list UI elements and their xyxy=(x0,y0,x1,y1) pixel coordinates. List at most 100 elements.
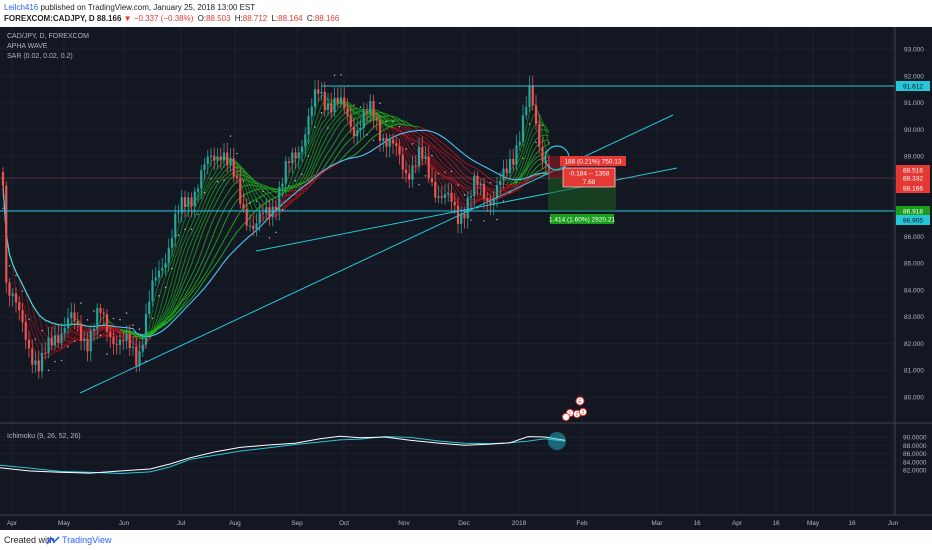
ribbon-segment xyxy=(525,159,530,168)
ribbon-segment xyxy=(441,155,446,160)
ribbon-segment xyxy=(298,182,303,185)
candle-body xyxy=(385,137,388,147)
ribbon-segment xyxy=(223,193,228,200)
ribbon-segment xyxy=(301,191,306,195)
ribbon-segment xyxy=(311,131,316,142)
ribbon-segment xyxy=(178,246,183,258)
ribbon-segment xyxy=(174,302,179,309)
time-tick-label: Oct xyxy=(339,520,349,527)
ribbon-segment xyxy=(74,332,78,335)
legend-symbol[interactable]: CAD/JPY, D, FOREXCOM xyxy=(7,33,89,40)
ribbon-segment xyxy=(327,167,332,170)
tradingview-brand-link[interactable]: TradingView xyxy=(62,535,112,545)
candle-body xyxy=(200,170,203,189)
author-link[interactable]: Leilch416 xyxy=(4,3,39,12)
ribbon-segment xyxy=(408,152,413,157)
last-price: 88.166 xyxy=(96,14,122,23)
ribbon-segment xyxy=(304,143,309,152)
legend-indicator-sar[interactable]: SAR (0.02, 0.02, 0.2) xyxy=(7,53,73,60)
ribbon-segment xyxy=(64,333,69,338)
candle-body xyxy=(265,207,268,213)
candle-body xyxy=(21,310,24,323)
ribbon-segment xyxy=(191,217,196,226)
ribbon-segment xyxy=(467,169,472,174)
ribbon-segment xyxy=(282,207,287,212)
ribbon-segment xyxy=(324,168,329,172)
ribbon-segment xyxy=(425,133,430,137)
ribbon-segment xyxy=(395,136,400,142)
ribbon-segment xyxy=(152,293,157,311)
ribbon-segment xyxy=(330,159,335,165)
ribbon-segment xyxy=(113,331,118,340)
close-label: C: xyxy=(306,14,315,23)
candle-body xyxy=(219,156,222,161)
candle-body xyxy=(352,126,356,137)
ribbon-segment xyxy=(438,172,443,176)
candle-body xyxy=(521,115,525,142)
ribbon-segment xyxy=(457,183,462,187)
ribbon-segment xyxy=(197,226,202,236)
ribbon-segment xyxy=(330,150,335,157)
chart-canvas[interactable]: 93.00092.00091.00090.00089.00088.00087.0… xyxy=(0,27,932,530)
ribbon-segment xyxy=(233,216,238,224)
ribbon-segment xyxy=(165,307,170,316)
event-badge-e xyxy=(575,396,585,406)
ribbon-segment xyxy=(311,111,316,127)
ribbon-segment xyxy=(542,134,547,150)
ratio-label-box xyxy=(562,167,616,188)
sar-dot xyxy=(450,170,453,173)
ribbon-segment xyxy=(480,171,485,175)
sar-dot xyxy=(93,310,95,312)
ribbon-segment xyxy=(288,201,293,206)
ribbon-segment xyxy=(174,248,179,258)
time-tick-label: Apr xyxy=(732,520,743,527)
sar-dot xyxy=(457,184,459,186)
ribbon-segment xyxy=(191,294,196,299)
ribbon-segment xyxy=(103,334,108,337)
ribbon-segment xyxy=(334,163,338,166)
ribbon-segment xyxy=(239,224,244,229)
candle-body xyxy=(245,208,248,226)
price-tick-label: 85.000 xyxy=(904,261,924,268)
candlesticks xyxy=(1,75,551,379)
time-tick-label: Nov xyxy=(398,520,410,527)
legend-indicator-wave[interactable]: APHA WAVE xyxy=(7,43,48,50)
ribbon-segment xyxy=(532,123,537,129)
target-label-text: 1.414 (1.60%) 2920.21 xyxy=(549,217,616,224)
candle-body xyxy=(476,175,479,186)
sar-dot xyxy=(275,231,277,234)
ribbon-segment xyxy=(454,198,459,207)
candle-body xyxy=(63,327,66,334)
ribbon-segment xyxy=(282,188,286,191)
ribbon-segment xyxy=(457,190,462,196)
ribbon-segment xyxy=(210,197,215,206)
ribbon-segment xyxy=(178,269,183,283)
ribbon-segment xyxy=(301,181,306,185)
ribbon-segment xyxy=(246,173,251,177)
ribbon-segment xyxy=(460,159,465,163)
candle-body xyxy=(31,348,34,365)
candle-body xyxy=(73,312,76,321)
ribbon-segment xyxy=(473,201,478,205)
osc-tick-label: 84.0000 xyxy=(903,459,927,466)
ribbon-segment xyxy=(161,323,166,327)
ribbon-segment xyxy=(532,157,537,162)
ribbon-segment xyxy=(327,147,332,153)
ribbon-segment xyxy=(314,114,319,125)
ribbon-segment xyxy=(197,196,202,203)
oscillator-legend[interactable]: Ichimoku (9, 26, 52, 26) xyxy=(7,433,81,440)
ribbon-segment xyxy=(347,149,352,153)
ribbon-segment xyxy=(295,183,299,186)
ribbon-segment xyxy=(470,203,475,207)
ribbon-segment xyxy=(97,333,101,336)
ribbon-segment xyxy=(31,321,36,331)
time-tick-label: Dec xyxy=(458,520,470,527)
symbol-name[interactable]: FOREXCOM:CADJPY, D xyxy=(4,14,95,23)
ribbon-segment xyxy=(41,346,46,352)
trendline-drawings[interactable] xyxy=(0,85,895,394)
ribbon-segment xyxy=(38,330,43,337)
chart-area[interactable]: 93.00092.00091.00090.00089.00088.00087.0… xyxy=(0,27,932,530)
ribbon-segment xyxy=(327,117,332,122)
ribbon-segment xyxy=(54,344,59,349)
